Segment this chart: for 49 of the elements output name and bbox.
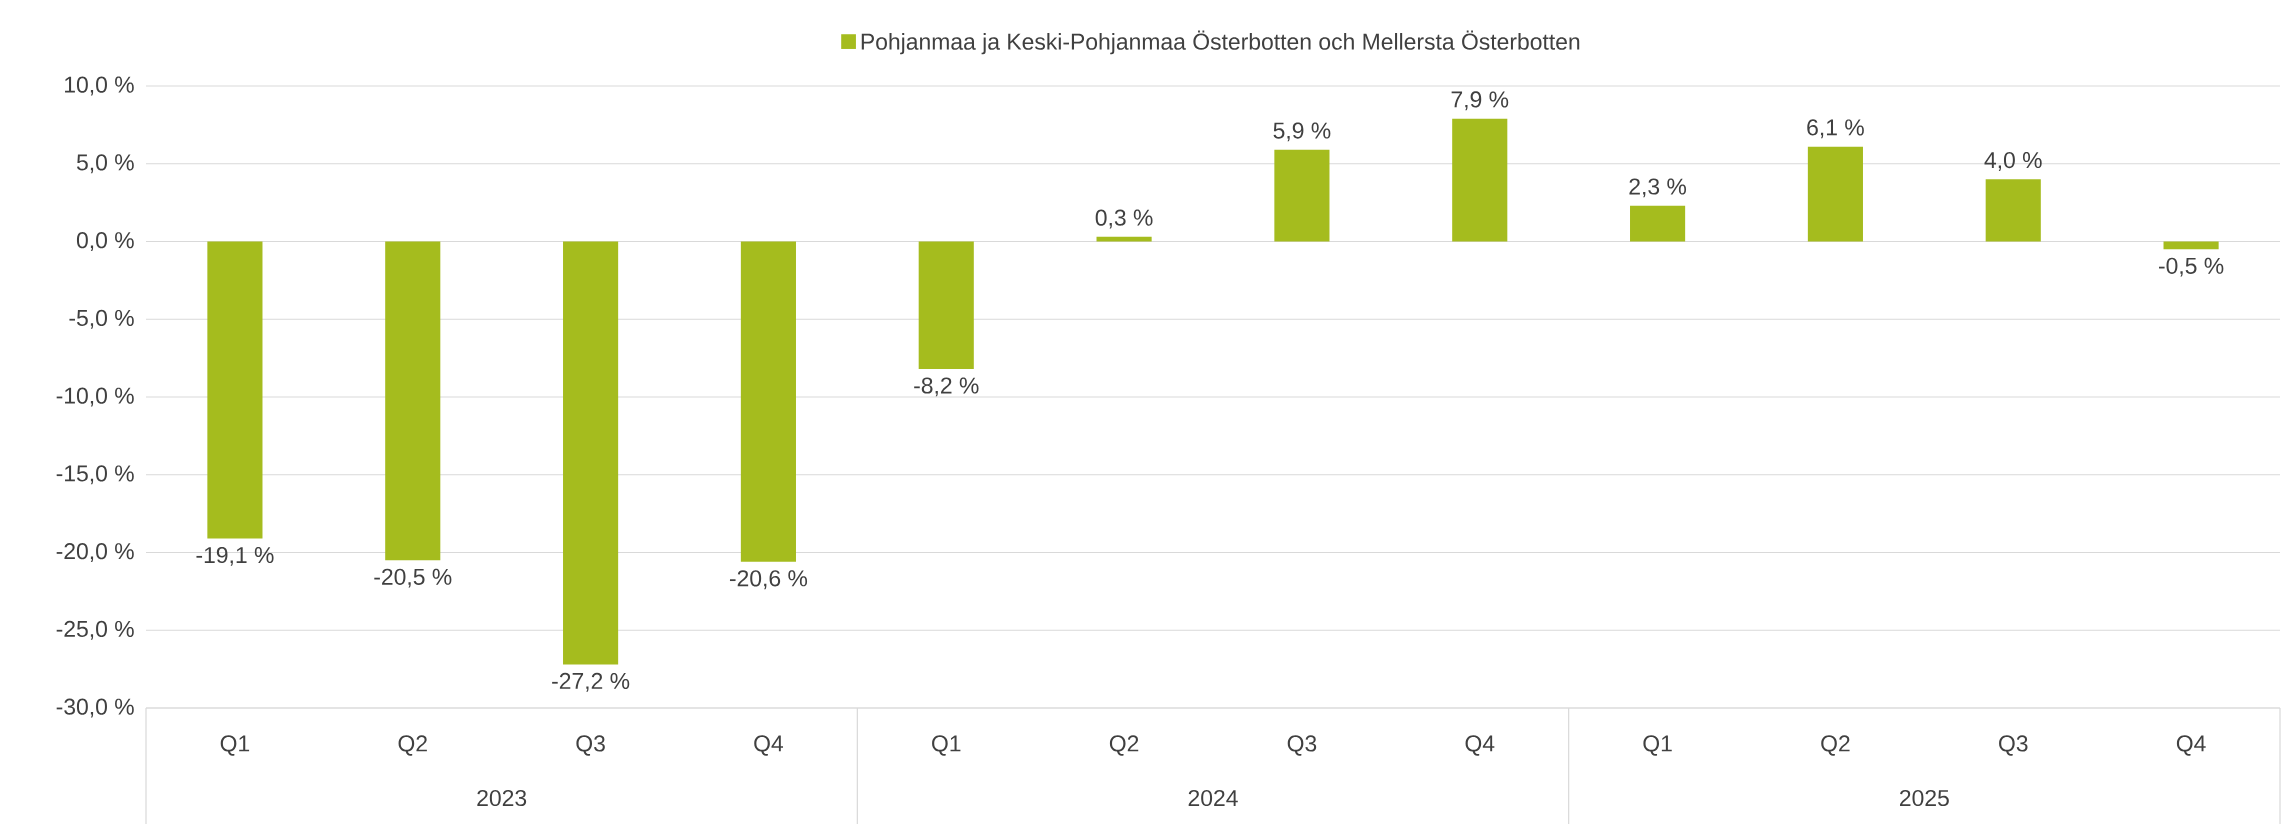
data-label: 5,9 % xyxy=(1273,122,1331,142)
y-tick-label: -20,0 % xyxy=(56,543,134,562)
y-tick-label: 0,0 % xyxy=(76,232,134,251)
x-tick-label: Q3 xyxy=(1999,735,2028,756)
bar xyxy=(918,241,974,370)
data-label: -20,6 % xyxy=(729,570,808,590)
data-label: 4,0 % xyxy=(1984,151,2042,171)
text: 2025 xyxy=(1900,789,1949,807)
x-tick-label: Q1 xyxy=(932,735,961,756)
bar xyxy=(207,241,263,539)
y-tick-label: 10,0 % xyxy=(65,76,134,96)
text: 2024 xyxy=(1188,789,1238,807)
bar xyxy=(1630,205,1686,242)
x-tick-label: Q3 xyxy=(576,735,605,756)
y-tick-label: -10,0 % xyxy=(56,387,134,407)
bar xyxy=(2163,241,2219,250)
data-label: 6,1 % xyxy=(1807,119,1864,139)
bar xyxy=(563,241,619,665)
text: 2023 xyxy=(477,789,527,807)
bar xyxy=(1096,236,1152,242)
x-tick-label: Q1 xyxy=(220,735,250,756)
bar xyxy=(1985,179,2041,242)
x-tick-label: Q1 xyxy=(1643,735,1672,756)
x-tick-label: Q4 xyxy=(754,735,784,756)
y-tick-label: -15,0 % xyxy=(56,465,134,485)
bar xyxy=(1452,118,1508,242)
x-tick-label: Q3 xyxy=(1287,735,1317,756)
x-tick-label: Q2 xyxy=(398,735,427,756)
y-tick-label: -25,0 % xyxy=(56,620,134,640)
x-tick-label: Q4 xyxy=(2176,735,2206,756)
y-tick-label: 5,0 % xyxy=(76,154,134,174)
x-tick-label: Q2 xyxy=(1109,735,1139,756)
legend-label: Pohjanmaa ja Keski-Pohjanmaa Österbotten och Mellersta Österbotten xyxy=(861,30,1580,55)
y-tick-label: -5,0 % xyxy=(69,309,134,329)
bar xyxy=(1807,146,1863,242)
data-label: -20,5 % xyxy=(374,568,452,588)
data-label: -8,2 % xyxy=(914,377,979,397)
data-label: 2,3 % xyxy=(1629,178,1687,198)
data-label: 0,3 % xyxy=(1095,209,1153,229)
y-tick-label: -30,0 % xyxy=(56,698,134,718)
data-label: 7,9 % xyxy=(1451,91,1509,111)
data-label: -19,1 % xyxy=(196,546,274,566)
data-label: -0,5 % xyxy=(2159,257,2224,277)
bar xyxy=(385,241,441,561)
bar xyxy=(1274,149,1330,242)
bar xyxy=(740,241,796,562)
data-label: -27,2 % xyxy=(552,672,630,692)
x-tick-label: Q4 xyxy=(1465,735,1495,756)
x-tick-label: Q2 xyxy=(1821,735,1850,756)
